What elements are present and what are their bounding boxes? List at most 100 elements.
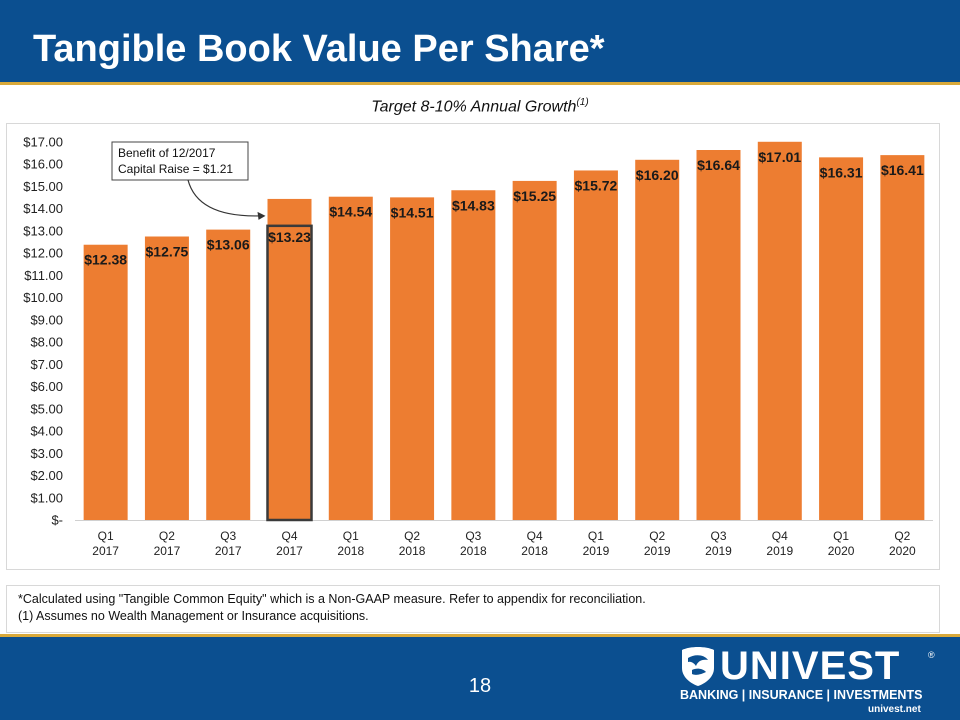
bar-chart: $- $1.00 $2.00 $3.00 $4.00 $5.00 $6.00 $7.00 $8.… xyxy=(23,135,933,558)
annotation-arrowhead xyxy=(257,211,266,220)
bar xyxy=(819,157,864,520)
data-label: $15.72 xyxy=(575,177,618,193)
x-tick-label-year: 2018 xyxy=(521,544,548,558)
y-tick-label: $14.00 xyxy=(23,201,63,216)
slide-title: Tangible Book Value Per Share* xyxy=(33,28,605,70)
x-tick-label-year: 2018 xyxy=(399,544,426,558)
x-tick-label-quarter: Q3 xyxy=(220,529,236,543)
x-tick-label-quarter: Q2 xyxy=(894,529,910,543)
data-label: $13.06 xyxy=(207,237,250,253)
y-tick-label: $11.00 xyxy=(24,268,63,283)
bar xyxy=(880,155,925,520)
x-tick-label-quarter: Q1 xyxy=(343,529,359,543)
bar xyxy=(267,198,312,520)
y-tick-label: $6.00 xyxy=(30,379,63,394)
x-tick-label-year: 2018 xyxy=(460,544,487,558)
x-tick-label-year: 2017 xyxy=(215,544,242,558)
header-accent-line xyxy=(0,82,960,85)
x-tick-label-quarter: Q2 xyxy=(404,529,420,543)
annotation-arrow xyxy=(187,179,262,217)
y-tick-label: $17.00 xyxy=(23,135,63,150)
x-tick-label-quarter: Q3 xyxy=(465,529,481,543)
data-label: $16.41 xyxy=(881,162,924,178)
x-tick-label-year: 2017 xyxy=(276,544,303,558)
data-label: $16.31 xyxy=(820,164,863,180)
x-tick-label-quarter: Q2 xyxy=(649,529,665,543)
x-tick-label-year: 2017 xyxy=(92,544,119,558)
footnote-1: *Calculated using "Tangible Common Equit… xyxy=(18,592,646,606)
x-tick-label-quarter: Q4 xyxy=(527,529,543,543)
bar xyxy=(390,197,435,520)
x-tick-label-quarter: Q3 xyxy=(710,529,726,543)
data-label: $16.20 xyxy=(636,167,679,183)
chart-frame: $- $1.00 $2.00 $3.00 $4.00 $5.00 $6.00 $7.00 $8.… xyxy=(6,123,940,570)
chart-title: Target 8-10% Annual Growth(1) xyxy=(0,97,960,116)
data-label: $17.01 xyxy=(758,149,801,165)
bar xyxy=(451,190,496,520)
y-tick-label: $16.00 xyxy=(23,157,63,172)
eagle-icon xyxy=(682,647,714,686)
x-tick-label-year: 2019 xyxy=(766,544,793,558)
bar xyxy=(206,229,251,520)
y-tick-label: $8.00 xyxy=(30,335,63,350)
data-label: $14.83 xyxy=(452,197,495,213)
bar xyxy=(635,159,680,520)
annotation-box xyxy=(111,141,249,181)
bar xyxy=(512,180,557,520)
x-tick-label-year: 2020 xyxy=(828,544,855,558)
x-tick-label-quarter: Q4 xyxy=(772,529,788,543)
bar xyxy=(144,236,189,520)
y-tick-label: $1.00 xyxy=(30,490,63,505)
x-tick-label-year: 2018 xyxy=(337,544,364,558)
logo-registered-mark: ® xyxy=(928,650,935,660)
data-label: $16.64 xyxy=(697,157,740,173)
y-tick-label: $4.00 xyxy=(30,424,63,439)
x-tick-label-year: 2017 xyxy=(154,544,181,558)
logo-tagline: BANKING | INSURANCE | INVESTMENTS xyxy=(680,688,923,702)
y-tick-label: $12.00 xyxy=(23,246,63,261)
data-label: $14.51 xyxy=(391,204,434,220)
header-bar xyxy=(0,0,960,82)
x-tick-label-quarter: Q2 xyxy=(159,529,175,543)
y-tick-label: $2.00 xyxy=(30,468,63,483)
bar xyxy=(696,150,741,520)
data-label: $15.25 xyxy=(513,188,556,204)
footer-bar xyxy=(0,637,960,720)
annotation-line-2: Capital Raise = $1.21 xyxy=(118,162,233,176)
logo-url: univest.net xyxy=(868,704,921,715)
footnote-2: (1) Assumes no Wealth Management or Insu… xyxy=(18,609,369,623)
y-tick-label: $3.00 xyxy=(30,446,63,461)
data-label: $12.38 xyxy=(84,252,127,268)
chart-title-text: Target 8-10% Annual Growth xyxy=(371,98,577,116)
bar xyxy=(328,196,373,520)
annotation-line-1: Benefit of 12/2017 xyxy=(118,146,216,160)
page-number: 18 xyxy=(468,675,492,697)
y-tick-label: $9.00 xyxy=(30,312,63,327)
chart-title-footnote-mark: (1) xyxy=(576,97,589,108)
x-tick-label-quarter: Q4 xyxy=(281,529,297,543)
x-tick-label-year: 2020 xyxy=(889,544,916,558)
y-tick-label: $15.00 xyxy=(23,179,63,194)
highlight-outline xyxy=(266,224,313,522)
x-tick-label-year: 2019 xyxy=(644,544,671,558)
univest-logo: UNIVEST ® BANKING | INSURANCE | INVESTME… xyxy=(680,644,940,716)
x-tick-label-quarter: Q1 xyxy=(588,529,604,543)
y-tick-label: $10.00 xyxy=(23,290,63,305)
logo-wordmark: UNIVEST xyxy=(720,644,901,688)
data-label: $13.23 xyxy=(268,229,311,245)
x-tick-label-quarter: Q1 xyxy=(98,529,114,543)
bar xyxy=(573,170,618,520)
y-tick-label: $- xyxy=(51,513,63,528)
x-tick-label-year: 2019 xyxy=(583,544,610,558)
data-label: $14.54 xyxy=(329,204,372,220)
y-tick-label: $13.00 xyxy=(23,223,63,238)
x-tick-label-year: 2019 xyxy=(705,544,732,558)
data-label: $12.75 xyxy=(146,244,189,260)
bar xyxy=(83,244,128,520)
bar xyxy=(757,141,802,520)
y-tick-label: $5.00 xyxy=(30,401,63,416)
footer-accent-line xyxy=(0,634,960,637)
x-tick-label-quarter: Q1 xyxy=(833,529,849,543)
y-tick-label: $7.00 xyxy=(30,357,63,372)
footnote-box: *Calculated using "Tangible Common Equit… xyxy=(6,585,940,633)
